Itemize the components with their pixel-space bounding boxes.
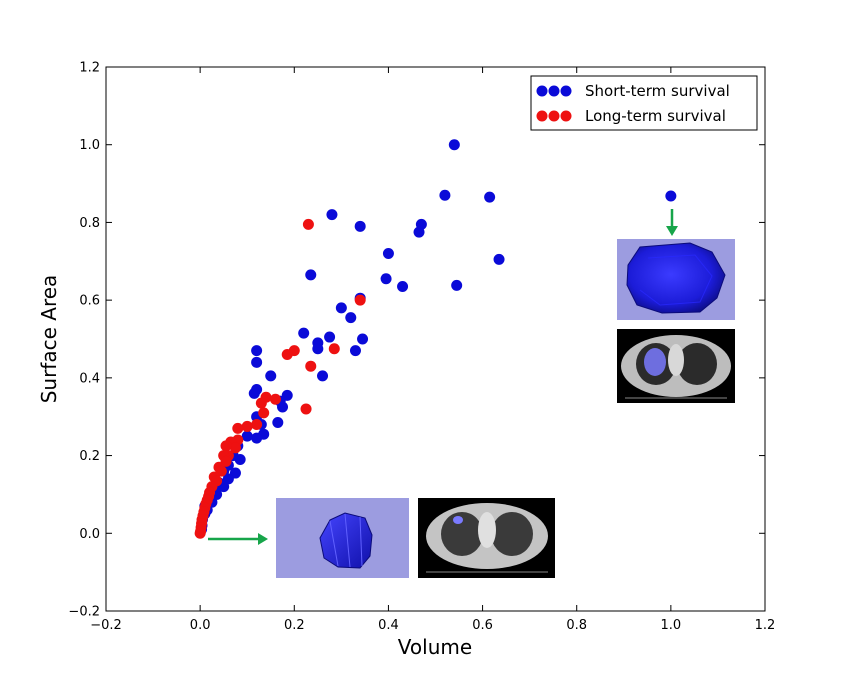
short-term-survival-point [665,190,677,202]
ct-mediastinum-small [478,512,496,548]
arrow-down-head [666,226,678,236]
long-term-survival-point [328,343,340,355]
axis-ticks [105,66,766,612]
short-term-survival-point [345,312,357,324]
legend-marker-long-term [536,110,548,122]
y-tick-label: 0.2 [79,449,100,464]
y-tick-label: 0.4 [79,371,100,386]
short-term-survival-point [324,331,336,343]
short-term-survival-point [439,189,451,201]
small-tumor-facet-2 [344,513,351,568]
long-term-survival-point [232,422,244,434]
legend-marker-short-term [536,85,548,97]
long-term-survival-point [281,349,293,361]
data-points [194,139,677,539]
short-term-survival-point [241,430,253,442]
legend-marker-short-term [560,85,572,97]
short-term-survival-point [448,139,460,151]
long-term-survival-point [241,420,253,432]
short-term-survival-point [277,401,289,413]
long-term-survival-point [300,403,312,415]
ct-left-lung-small [441,512,483,556]
short-term-survival-point [326,209,338,221]
large-tumor-render-group [617,239,735,403]
y-tick-label: 1.2 [79,61,100,76]
legend-marker-long-term [548,110,560,122]
ct-tumor-highlight-small [453,516,463,524]
long-term-survival-point [255,397,267,409]
x-tick-label: −0.2 [90,618,122,633]
short-term-survival-point [413,226,425,238]
legend-box [530,75,758,131]
x-tick-label: 1.0 [661,618,682,633]
legend-label-long-term: Long-term survival [585,107,726,125]
long-term-survival-point [251,418,263,430]
annotation-arrows [208,209,678,545]
y-tick-label: 0.0 [79,527,100,542]
short-term-survival-point [382,248,394,260]
short-term-survival-point [251,432,263,444]
short-term-survival-point [493,253,505,265]
x-tick-label: 1.2 [755,618,776,633]
short-term-survival-point [234,453,246,465]
legend-marker-long-term [560,110,572,122]
short-term-survival-point [335,302,347,314]
ct-mediastinum [668,344,684,376]
y-tick-label: 0.6 [79,294,100,309]
short-term-survival-point [248,387,260,399]
x-tick-label: 0.4 [378,618,399,633]
short-term-survival-point [272,417,284,429]
long-term-survival-point [269,393,281,405]
short-term-survival-point [305,269,317,281]
y-tick-label: 1.0 [79,138,100,153]
x-tick-label: 0.2 [284,618,305,633]
long-term-survival-point [229,442,241,454]
long-term-survival-point [194,527,206,539]
legend-label-short-term: Short-term survival [585,82,730,100]
y-axis-label: Surface Area [37,275,61,404]
ct-right-lung [677,343,717,385]
short-term-survival-point [451,279,463,291]
long-term-survival-point [302,218,314,230]
short-term-survival-point [349,345,361,357]
short-term-survival-point [251,345,263,357]
small-tumor-shape [319,512,373,569]
short-term-survival-point [357,333,369,345]
short-term-survival-point [380,273,392,285]
short-term-survival-point [312,343,324,355]
y-tick-label: 0.8 [79,216,100,231]
x-tick-label: 0.6 [472,618,493,633]
arrow-right-head [258,533,268,545]
x-tick-label: 0.8 [566,618,587,633]
short-term-survival-point [397,281,409,293]
legend-marker-short-term [548,85,560,97]
short-term-survival-point [251,356,263,368]
short-term-survival-point [484,191,496,203]
small-tumor-facet-1 [329,520,339,567]
long-term-survival-point [258,407,270,419]
long-term-survival-point [305,360,317,372]
x-tick-label: 0.0 [190,618,211,633]
small-tumor-facet-3 [359,516,363,567]
short-term-survival-point [354,220,366,232]
short-term-survival-point [265,370,277,382]
short-term-survival-point [317,370,329,382]
ct-right-lung-small [491,512,533,556]
ct-tumor-highlight [644,348,666,376]
x-axis-label: Volume [398,635,472,659]
legend: Short-term survival Long-term survival [530,75,758,131]
large-tumor-shape [626,242,726,314]
short-term-survival-point [298,327,310,339]
tick-labels: −0.2 0.0 0.2 0.4 0.6 0.8 1.0 1.2 −0.2 0.0 0.2 0.4 0.… [68,61,775,634]
small-tumor-render-group [276,498,555,578]
long-term-survival-point [220,440,232,452]
y-tick-label: −0.2 [68,605,100,620]
large-tumor-facet-lines [639,254,713,306]
long-term-survival-point [354,294,366,306]
